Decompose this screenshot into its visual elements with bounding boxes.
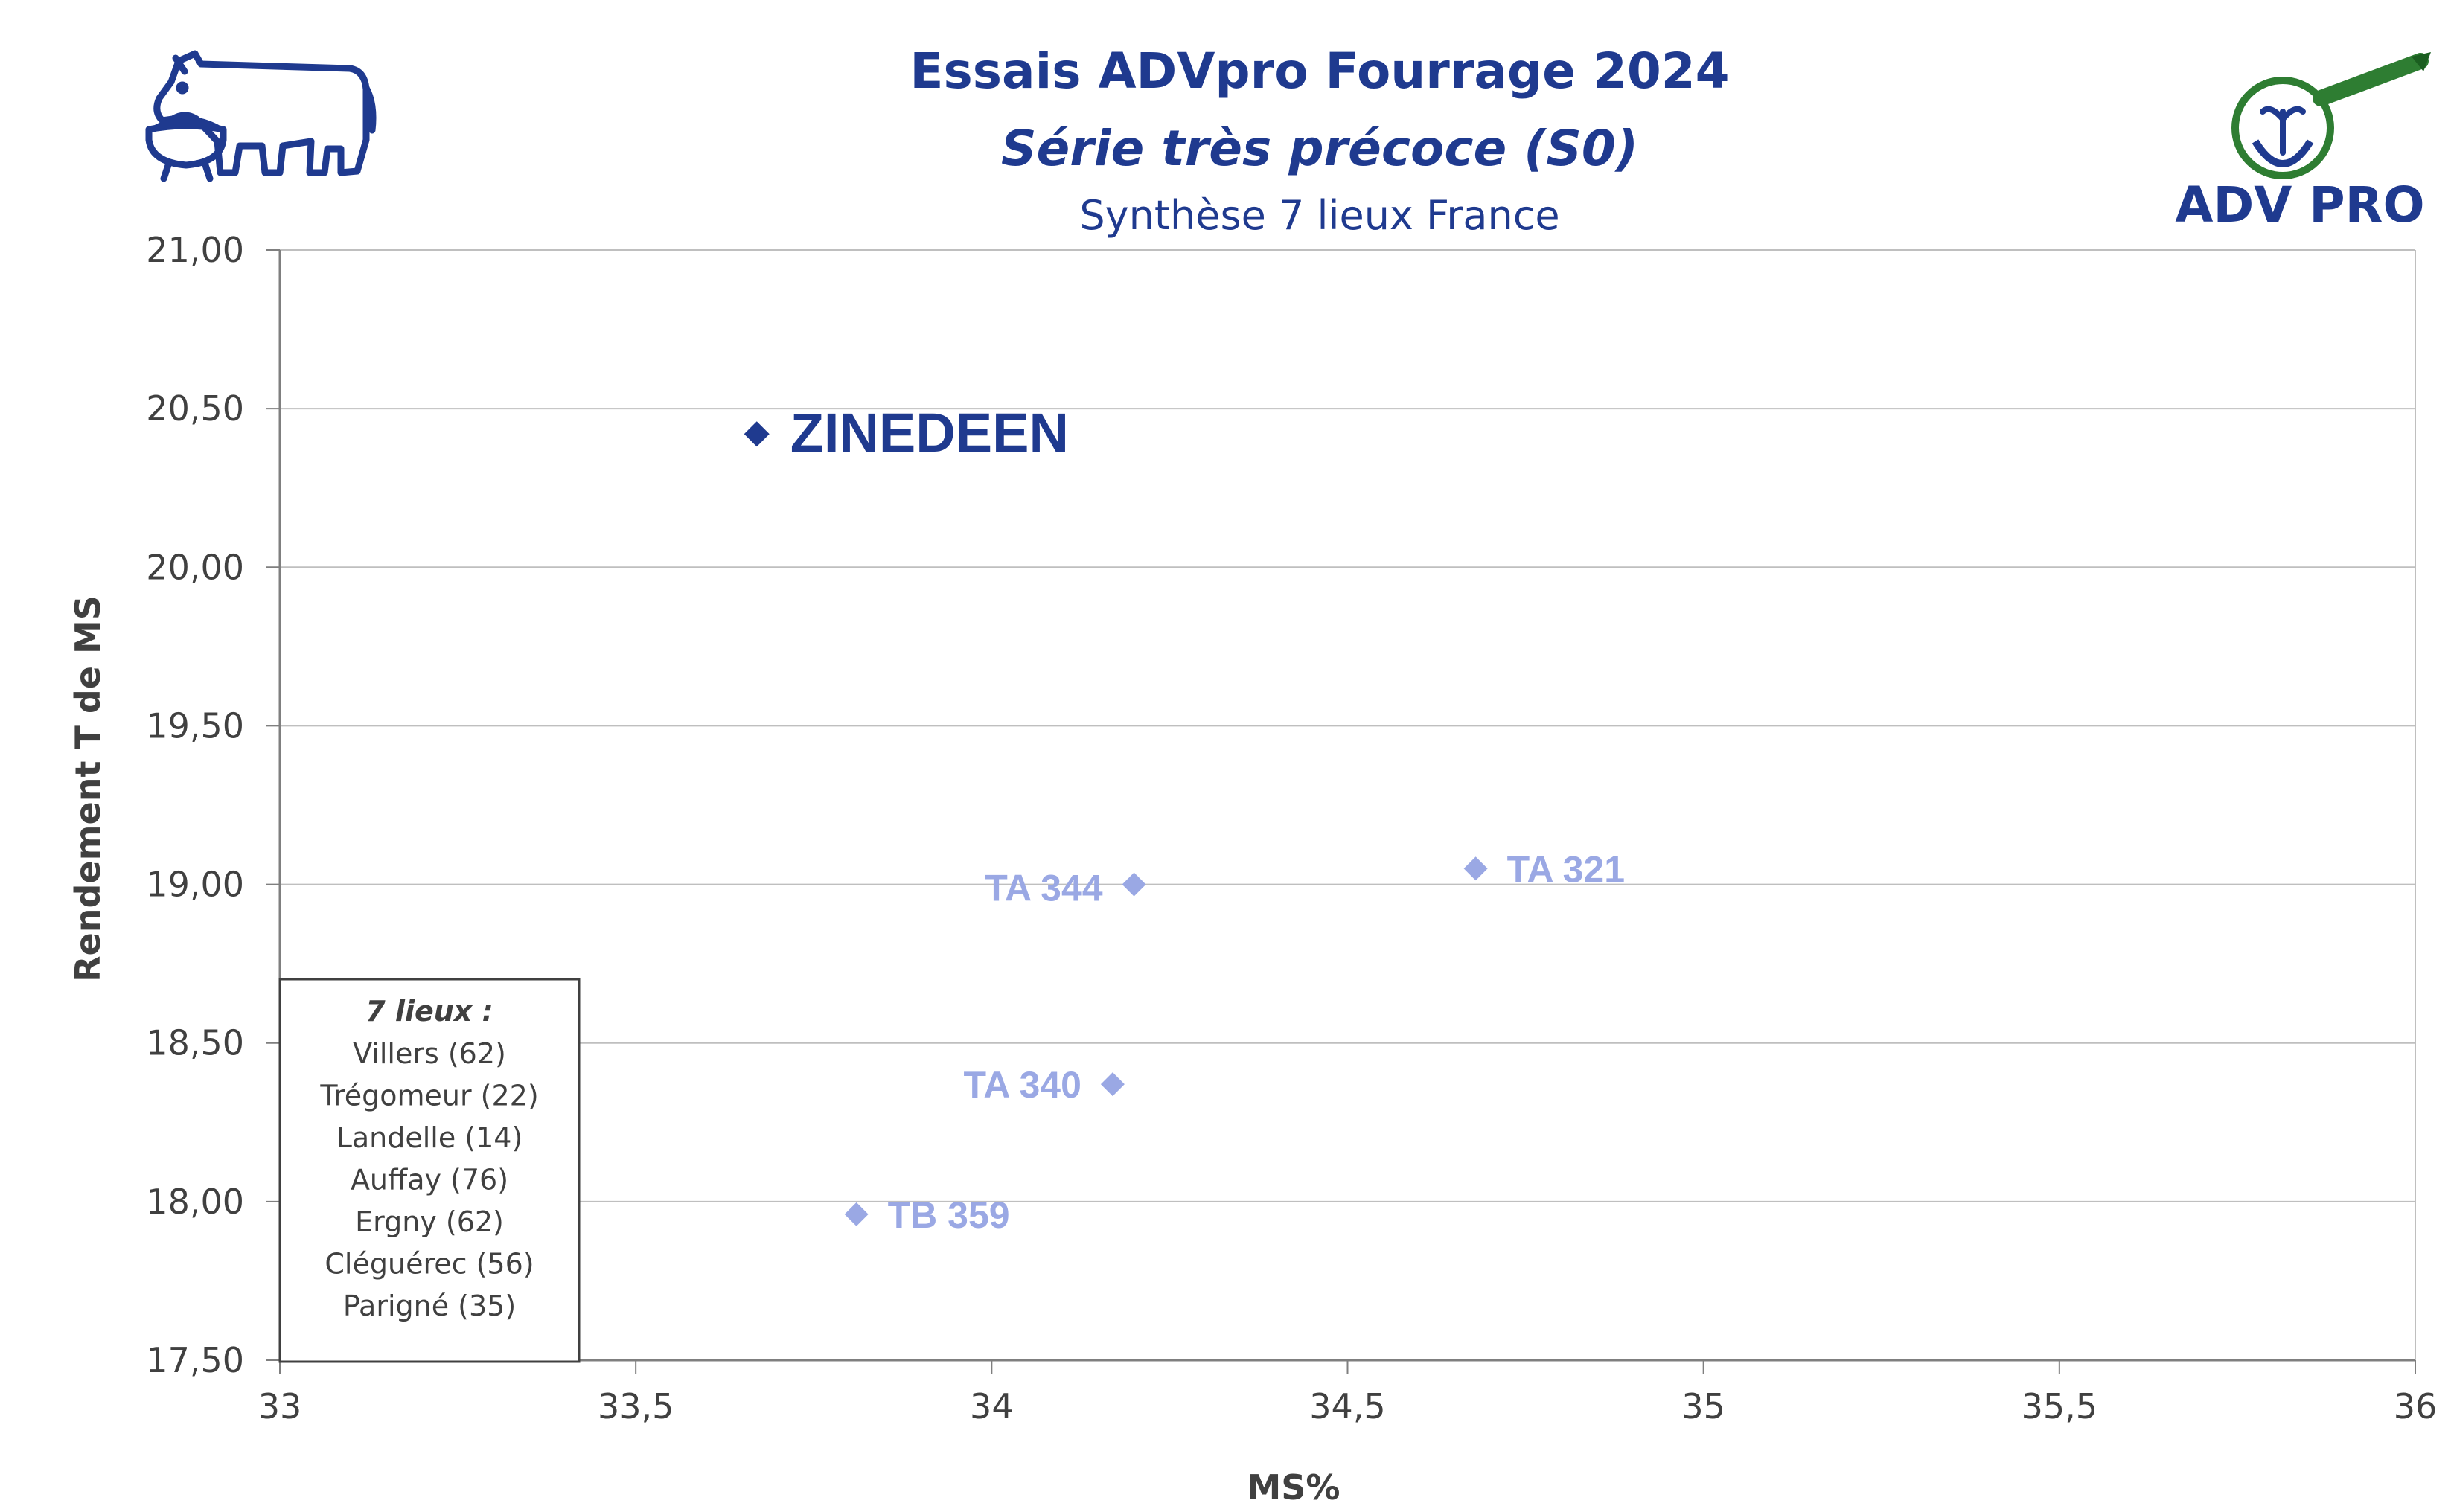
magnifier-logo-icon: ADV PRO [2175,52,2431,234]
chart-subtitle: Série très précoce (S0) [1001,120,1638,177]
x-tick-label: 34,5 [1309,1386,1385,1426]
y-axis-label: Rendement T de MS [68,595,108,982]
data-label: ZINEDEEN [790,402,1069,464]
chart-subtitle-2: Synthèse 7 lieux France [1079,192,1559,239]
y-tick-label: 20,50 [146,388,244,429]
data-point [1100,1072,1125,1097]
plot-area: 17,50 18,00 18,50 19,00 19,50 20,00 20,50 21,00… [146,230,2437,1426]
y-tick-label: 18,50 [146,1023,244,1063]
y-tick-label: 20,00 [146,547,244,587]
note-line: Trégomeur (22) [319,1080,538,1112]
y-tick-label: 21,00 [146,230,244,270]
data-point [1122,872,1146,897]
note-line: Parigné (35) [343,1290,516,1322]
y-tick-label: 17,50 [146,1340,244,1380]
data-label: TA 321 [1507,848,1625,890]
note-line: Ergny (62) [355,1205,504,1238]
y-tick-label: 18,00 [146,1182,244,1222]
data-point [844,1202,869,1226]
note-box [278,978,581,1363]
note-lines: Villers (62) Trégomeur (22) Landelle (14) A… [319,1037,538,1322]
cow-icon [145,50,377,182]
x-tick-label: 33 [258,1386,302,1426]
note-line: Cléguérec (56) [325,1248,534,1281]
note-line: Villers (62) [353,1037,506,1070]
data-point [744,421,770,447]
x-axis-label: MS% [1247,1467,1340,1508]
x-tick-label: 35 [1681,1386,1725,1426]
data-label: TB 359 [888,1194,1010,1236]
x-tick-label: 35,5 [2022,1386,2097,1426]
y-tick-label: 19,50 [146,705,244,746]
note-title: 7 lieux : [365,995,493,1028]
note-line: Auffay (76) [351,1164,508,1197]
data-label: TA 344 [985,868,1103,909]
locations-note: 7 lieux : Villers (62) Trégomeur (22) Land… [278,978,581,1363]
x-tick-label: 33,5 [598,1386,674,1426]
x-tick-label: 36 [2394,1386,2438,1426]
y-tick-label: 19,00 [146,865,244,905]
note-line: Landelle (14) [336,1121,523,1154]
chart-title: Essais ADVpro Fourrage 2024 [910,42,1729,100]
logo-text: ADV PRO [2175,176,2424,234]
x-tick-label: 34 [970,1386,1014,1426]
data-point [1463,856,1488,881]
data-label: TA 340 [964,1064,1081,1106]
